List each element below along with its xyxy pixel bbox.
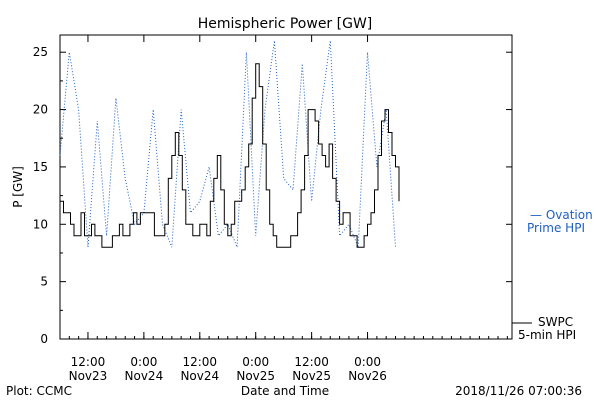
x-tick-label-time: 12:00 (71, 355, 106, 369)
y-axis-label: P [GW] (11, 166, 25, 208)
x-tick-label-time: 0:00 (242, 355, 269, 369)
legend-swpc-line1: SWPC (538, 315, 573, 329)
legend-ovation-line2: Prime HPI (527, 221, 585, 235)
y-tick-label: 25 (33, 45, 48, 59)
legend-swpc-line2: 5-min HPI (518, 328, 576, 342)
plot-area (59, 34, 513, 340)
series-layer (59, 40, 400, 248)
x-tick-label-time: 0:00 (354, 355, 381, 369)
series-swpc-line (60, 63, 400, 248)
x-tick-label-date: Nov25 (236, 369, 275, 383)
plot-credit: Plot: CCMC (6, 384, 72, 398)
series-ovation-line (59, 40, 396, 248)
y-tick-label: 0 (40, 332, 48, 346)
plot-timestamp: 2018/11/26 07:00:36 (455, 384, 582, 398)
y-axis: 0 5 10 15 20 25 (33, 45, 512, 346)
x-axis: 12:00Nov230:00Nov2412:00Nov240:00Nov2512… (59, 35, 508, 383)
x-tick-label-date: Nov26 (348, 369, 387, 383)
x-tick-label-time: 12:00 (182, 355, 217, 369)
x-tick-label-date: Nov24 (125, 369, 164, 383)
x-tick-label-time: 0:00 (130, 355, 157, 369)
x-tick-label-date: Nov23 (69, 369, 108, 383)
x-axis-label: Date and Time (241, 384, 329, 398)
y-tick-label: 20 (33, 103, 48, 117)
y-tick-label: 5 (40, 275, 48, 289)
y-tick-label: 10 (33, 217, 48, 231)
chart-title: Hemispheric Power [GW] (198, 16, 373, 32)
legend-ovation-line1: — Ovation (530, 208, 593, 222)
y-tick-label: 15 (33, 160, 48, 174)
x-tick-label-date: Nov24 (180, 369, 219, 383)
x-tick-label-date: Nov25 (292, 369, 331, 383)
x-tick-label-time: 12:00 (294, 355, 329, 369)
